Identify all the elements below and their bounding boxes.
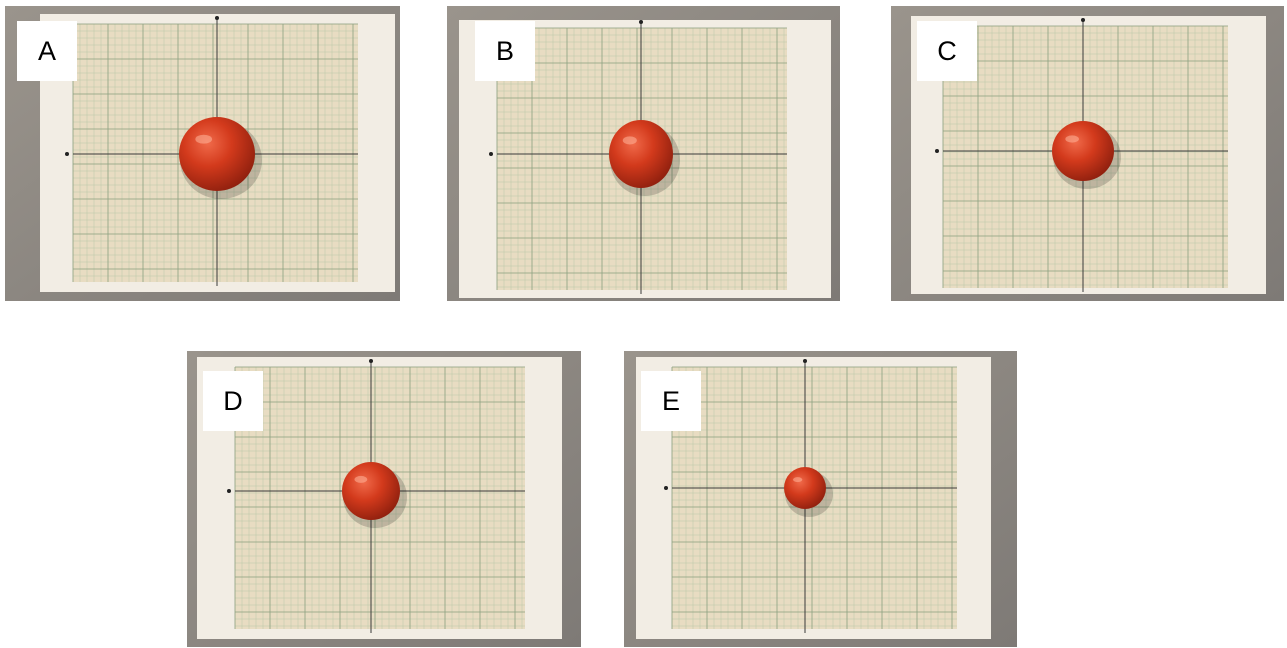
grid-lines	[234, 366, 525, 629]
photo-a	[5, 6, 400, 301]
top-mark	[639, 20, 643, 24]
tomato	[609, 120, 673, 188]
side-mark	[664, 486, 668, 490]
top-mark	[215, 16, 219, 20]
photo-panel-c: C	[891, 6, 1284, 301]
tomato-highlight	[1065, 135, 1079, 143]
panel-label-a: A	[17, 21, 77, 81]
photo-panel-a: A	[5, 6, 400, 301]
photo-b	[447, 6, 840, 301]
grid-lines	[942, 25, 1228, 288]
side-mark	[65, 152, 69, 156]
tomato-highlight	[195, 134, 213, 144]
photo-panel-b: B	[447, 6, 840, 301]
panel-label-b: B	[475, 21, 535, 81]
panel-label-c: C	[917, 21, 977, 81]
photo-panel-d: D	[187, 351, 581, 647]
grid-lines	[72, 23, 358, 282]
tomato	[342, 462, 400, 520]
tomato	[1052, 121, 1114, 181]
panel-label-e: E	[641, 371, 701, 431]
photo-c	[891, 6, 1284, 301]
tomato	[179, 117, 255, 191]
tomato-highlight	[622, 136, 637, 145]
top-mark	[1081, 18, 1085, 22]
top-mark	[803, 359, 807, 363]
panel-label-d: D	[203, 371, 263, 431]
photo-panel-e: E	[624, 351, 1017, 647]
tomato	[784, 467, 826, 509]
side-mark	[935, 149, 939, 153]
side-mark	[489, 152, 493, 156]
top-mark	[369, 359, 373, 363]
tomato-highlight	[354, 475, 368, 483]
tomato-highlight	[793, 477, 803, 483]
side-mark	[227, 489, 231, 493]
